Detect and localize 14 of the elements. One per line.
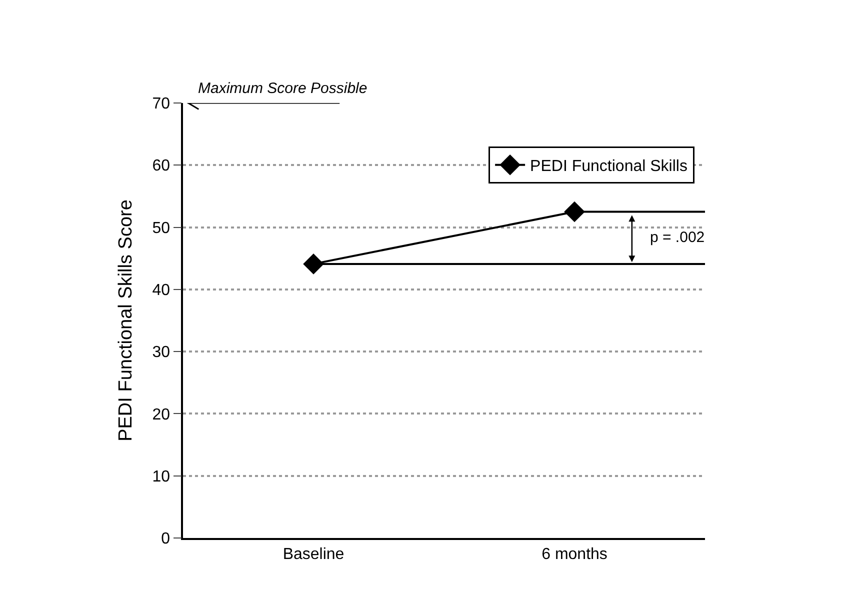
- x-tick-label: 6 months: [542, 546, 608, 563]
- ref-line-label: Maximum Score Possible: [198, 80, 368, 97]
- y-tick-label: 50: [152, 220, 170, 237]
- annotation: p = .002: [650, 229, 705, 246]
- y-tick-label: 30: [152, 344, 170, 362]
- y-tick-label: 70: [152, 96, 170, 113]
- legend-label: PEDI Functional Skills: [530, 158, 688, 176]
- y-tick-label: 60: [152, 158, 170, 175]
- y-tick-label: 0: [161, 530, 170, 548]
- y-axis-title: PEDI Functional Skills Score: [116, 200, 137, 442]
- y-tick-label: 40: [152, 282, 170, 300]
- x-tick-label: Baseline: [282, 546, 344, 563]
- y-tick-label: 10: [152, 468, 170, 486]
- y-tick-label: 20: [152, 406, 170, 424]
